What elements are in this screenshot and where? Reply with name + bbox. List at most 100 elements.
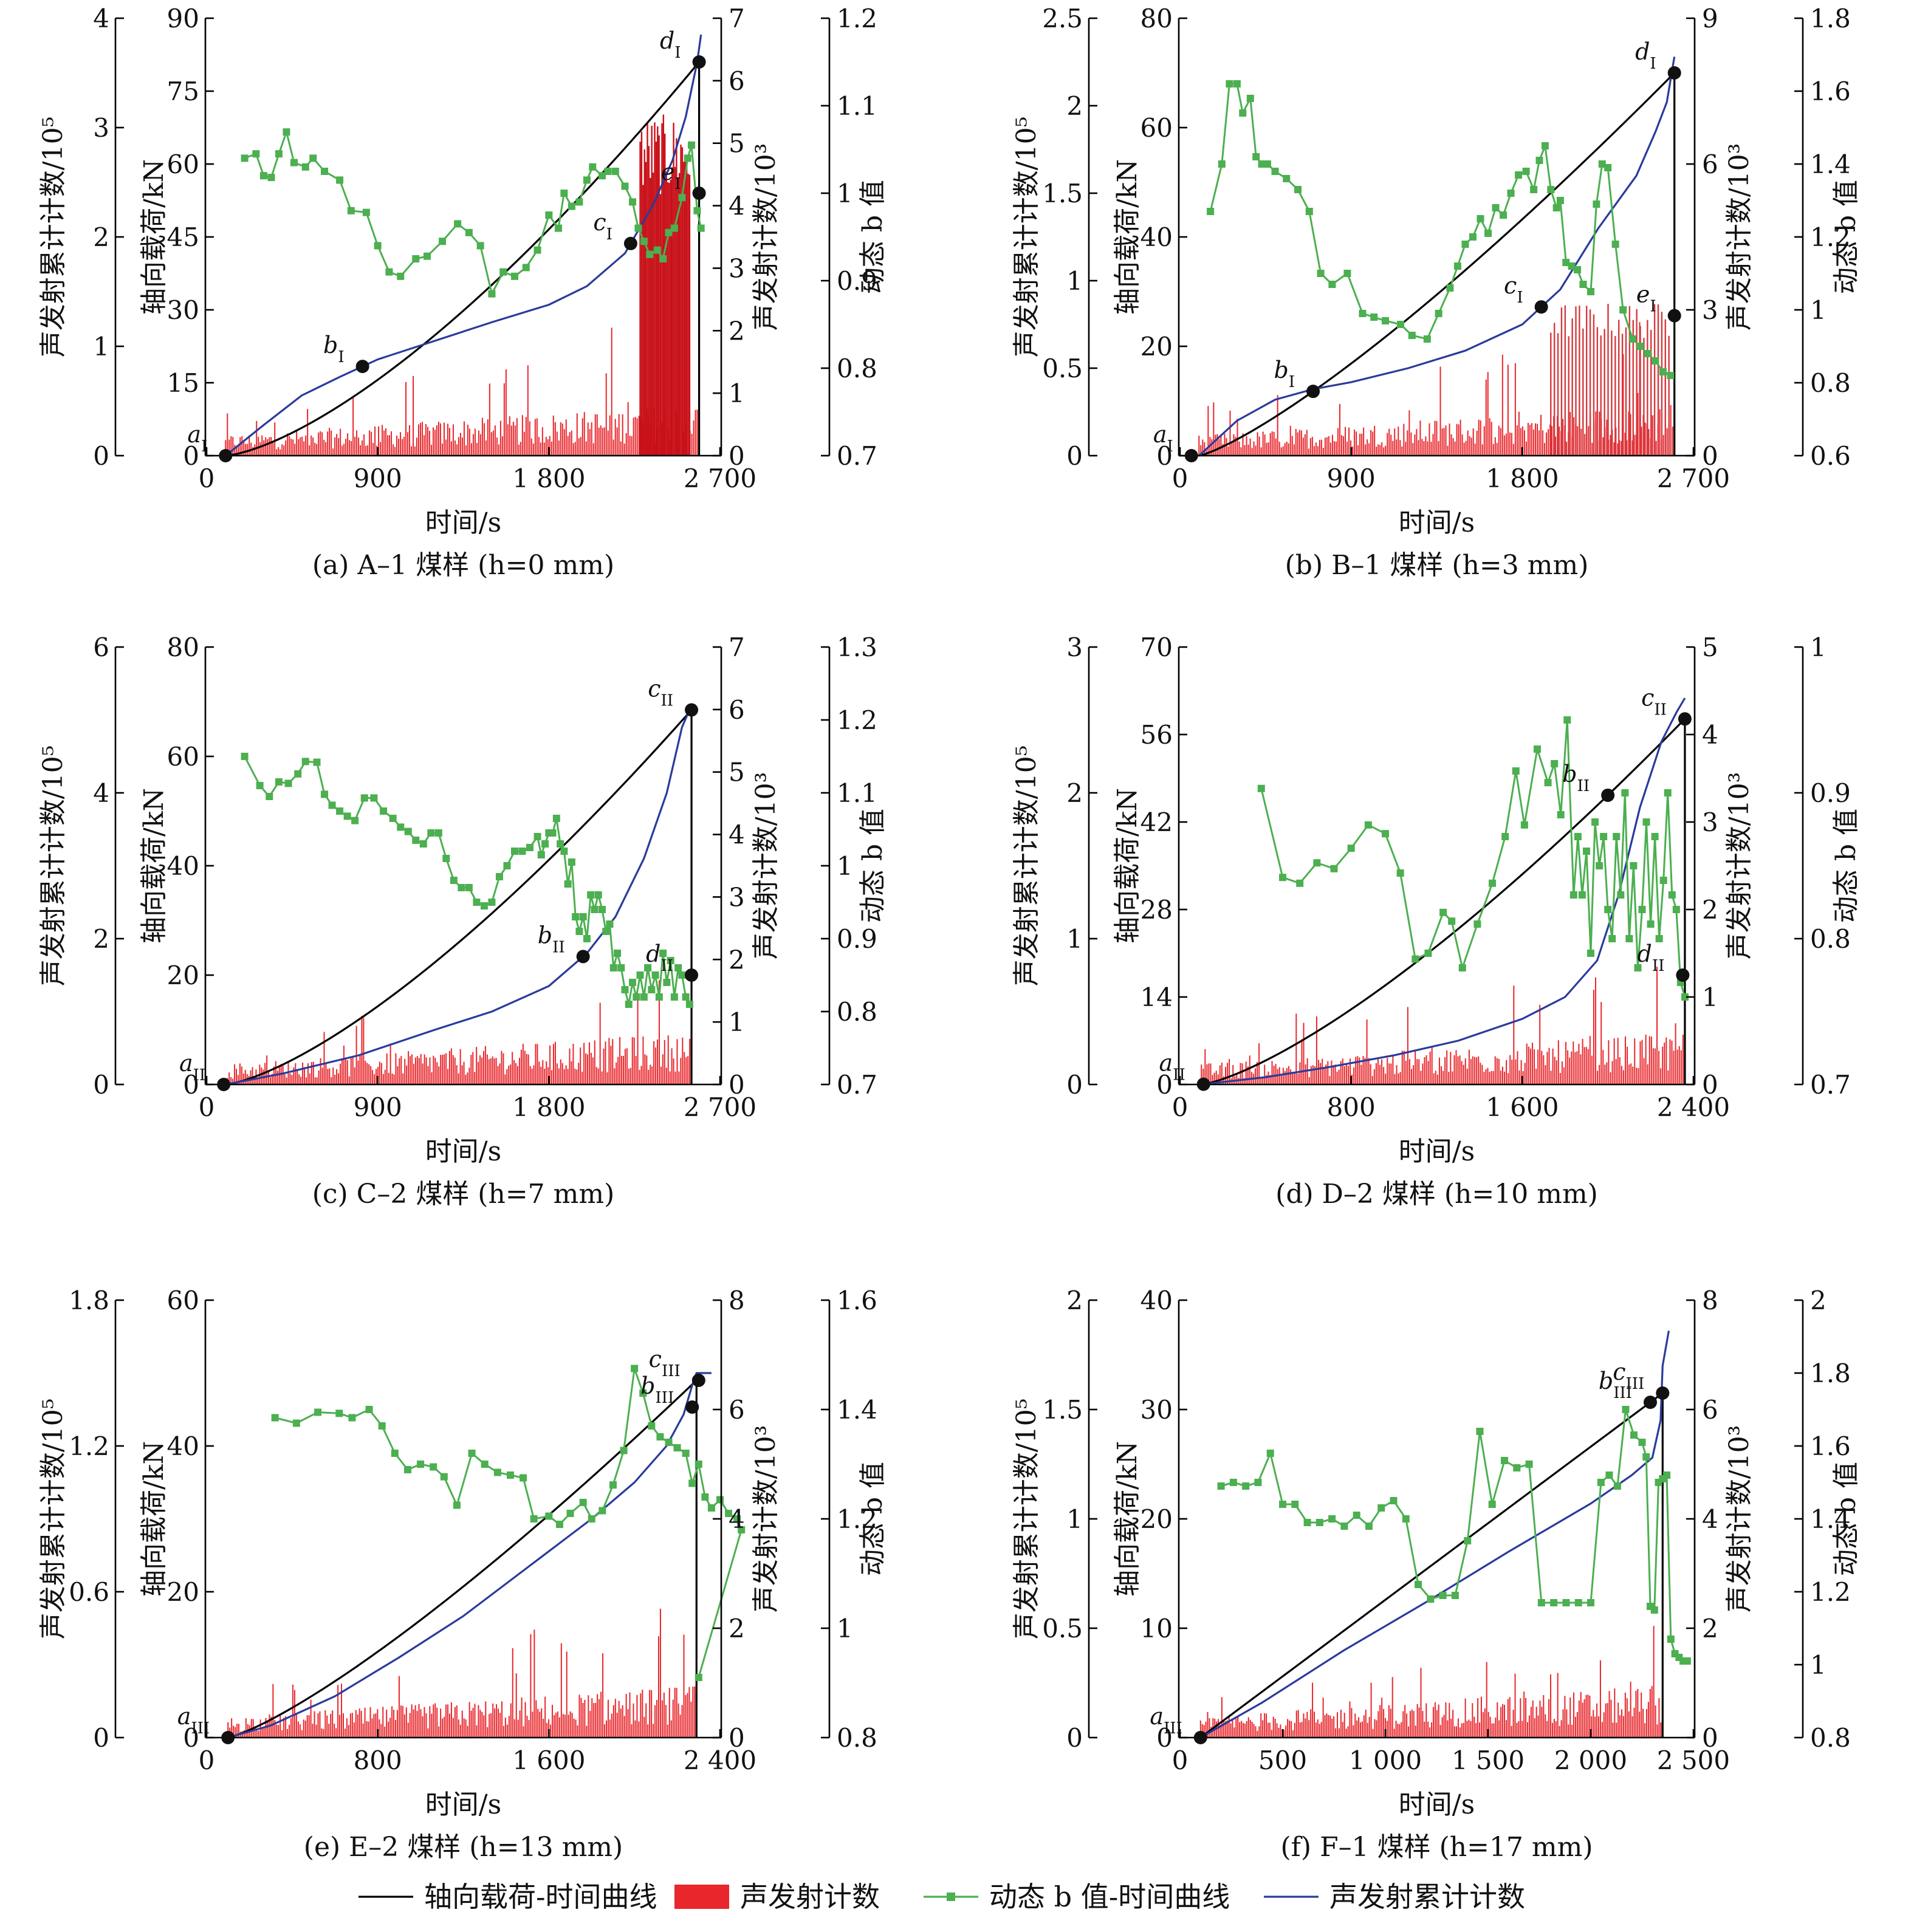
b-value-marker: [1537, 1599, 1545, 1606]
x-tick-label: 0: [199, 1092, 215, 1122]
b-value-marker: [609, 1481, 617, 1489]
tick-label: 0: [183, 1723, 199, 1753]
b-value-marker: [695, 1461, 702, 1468]
b-value-marker: [389, 815, 397, 822]
tick-label: 1.6: [837, 1286, 877, 1315]
x-tick-label: 900: [354, 464, 402, 493]
b-value-marker: [1411, 955, 1419, 963]
b-value-marker: [665, 228, 673, 236]
b-value-marker: [1642, 1453, 1650, 1461]
b-value-marker: [465, 884, 473, 891]
b-value-marker: [481, 1461, 489, 1468]
tick-label: 20: [1141, 1504, 1173, 1534]
tick-label: 0: [729, 1070, 745, 1100]
b-value-marker: [301, 163, 309, 171]
b-value-marker: [348, 1414, 356, 1422]
b-value-marker: [693, 207, 701, 214]
b-value-marker: [648, 1422, 656, 1430]
tick-label: 0: [1156, 1723, 1173, 1753]
b-value-marker: [360, 794, 368, 802]
b-value-marker: [511, 272, 518, 280]
b-value-marker: [572, 913, 580, 920]
b-value-marker: [313, 758, 321, 766]
b-value-marker: [336, 176, 344, 184]
ae-cumulative-curve: [227, 1372, 712, 1739]
b-value-marker: [442, 855, 450, 862]
b-value-marker: [1557, 811, 1565, 818]
b-value-marker: [1218, 160, 1226, 168]
tick-label: 0: [183, 1070, 199, 1100]
b-value-marker: [1544, 779, 1552, 787]
b-value-marker: [1254, 1479, 1262, 1486]
b-value-marker: [1501, 833, 1509, 840]
b-value-marker: [1317, 270, 1325, 277]
b-value-marker: [598, 172, 606, 180]
tick-label: 1.2: [837, 705, 877, 735]
b-value-marker: [633, 993, 640, 1001]
b-value-marker: [1328, 1515, 1336, 1523]
b-value-marker: [688, 141, 696, 149]
b-value-marker: [1638, 906, 1646, 913]
tick-label: 0: [183, 441, 199, 471]
b-value-marker: [241, 154, 249, 162]
b-value-marker: [725, 1510, 733, 1517]
tick-label: 4: [93, 778, 109, 808]
b-value-marker: [560, 848, 568, 855]
tick-label: 0: [1702, 1070, 1718, 1100]
tick-label: 75: [167, 77, 199, 106]
b-value-marker: [707, 1504, 715, 1512]
b-value-curve: [275, 1368, 743, 1678]
b-value-marker: [241, 753, 249, 760]
b-value-marker: [1315, 1519, 1323, 1526]
b-value-marker: [644, 964, 652, 971]
b-value-marker: [621, 986, 629, 993]
b-value-marker: [412, 837, 420, 844]
b-value-axis-title: 动态 b 值: [857, 1462, 888, 1576]
b-value-marker: [391, 1450, 399, 1457]
tick-label: 60: [167, 742, 199, 772]
b-value-marker: [599, 1507, 606, 1515]
tick-label: 2: [1066, 91, 1083, 121]
stage-label-b: bII: [538, 922, 565, 956]
tick-label: 6: [729, 1395, 745, 1425]
chart-panel-d: 0 1 2 3 声发射累计计数/10⁵ 0 14 28 42 56 70 轴向载荷/kN 0 1 2 3 4 5 声…: [1011, 632, 1862, 1210]
legend-label: 声发射计数: [740, 1880, 880, 1913]
legend-item-3: 声发射累计计数: [1264, 1880, 1525, 1913]
x-tick-label: 0: [199, 1745, 215, 1775]
b-value-marker: [555, 1521, 563, 1528]
tick-label: 0.8: [837, 354, 877, 383]
tick-label: 20: [167, 1577, 199, 1607]
tick-label: 1: [93, 332, 109, 361]
b-value-marker: [640, 993, 648, 1001]
b-value-marker: [1370, 313, 1378, 321]
tick-label: 1.2: [69, 1431, 109, 1461]
b-value-marker: [1415, 1581, 1422, 1588]
b-value-curve: [244, 756, 691, 1005]
b-value-marker: [716, 1496, 724, 1504]
b-value-marker: [665, 1439, 673, 1446]
b-value-axis: 0.6 0.8 1 1.2 1.4 1.6 1.8 动态 b 值: [1794, 4, 1862, 471]
b-value-marker: [1598, 160, 1606, 168]
tick-label: 1: [837, 851, 853, 881]
panel-caption: (d) D–2 煤样 (h=10 mm): [1275, 1179, 1598, 1210]
tick-label: 30: [167, 295, 199, 325]
b-value-marker: [545, 1512, 553, 1520]
b-value-marker: [1562, 1599, 1570, 1606]
tick-label: 4: [93, 4, 109, 33]
x-tick-label: 1 800: [512, 464, 585, 493]
panel-caption: (c) C–2 煤样 (h=7 mm): [312, 1179, 615, 1210]
b-value-marker: [1477, 215, 1484, 222]
tick-label: 0: [93, 1723, 109, 1753]
b-value-marker: [1604, 906, 1612, 913]
b-value-curve: [1260, 719, 1686, 998]
b-value-marker: [1242, 1482, 1250, 1490]
load-axis-title: 轴向载荷/kN: [1112, 1441, 1143, 1597]
b-value-marker: [575, 198, 583, 206]
b-value-marker: [1294, 186, 1302, 193]
b-value-marker: [1513, 1464, 1521, 1471]
b-value-marker: [1683, 1657, 1691, 1665]
b-value-marker: [1291, 1501, 1299, 1508]
tick-label: 2: [1702, 1614, 1718, 1643]
b-value-marker: [614, 950, 621, 957]
tick-label: 5: [729, 129, 745, 159]
